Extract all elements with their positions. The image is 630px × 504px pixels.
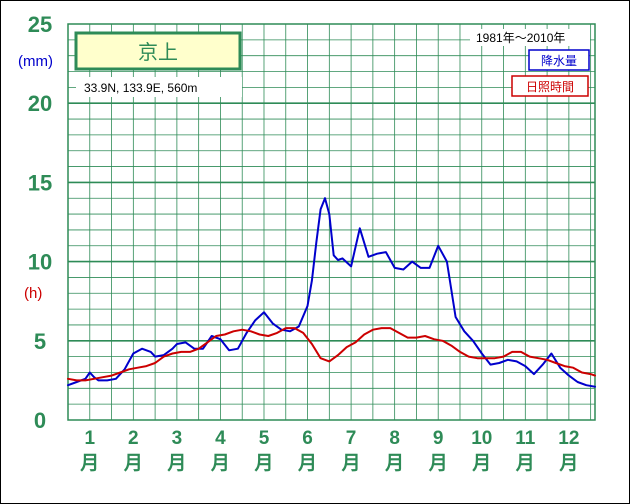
x-tick-month-number: 10 xyxy=(471,428,492,449)
y-tick-labels: 0 5 10 15 20 25 xyxy=(28,12,52,433)
y-tick-label: 10 xyxy=(28,250,52,275)
x-tick-month-suffix: 月 xyxy=(515,453,535,474)
x-tick-month-suffix: 月 xyxy=(384,453,404,474)
x-tick-month-suffix: 月 xyxy=(253,453,273,474)
x-tick-month-number: 7 xyxy=(346,428,357,449)
y-tick-label: 15 xyxy=(28,170,52,195)
x-tick-month-number: 5 xyxy=(259,428,270,449)
y-tick-label: 25 xyxy=(28,12,52,37)
period-label: 1981年〜2010年 xyxy=(476,31,565,45)
location-label: 33.9N, 133.9E, 560m xyxy=(84,81,197,95)
legend-sunshine: 日照時間 xyxy=(526,80,574,94)
series-lines xyxy=(67,197,596,388)
station-name: 京上 xyxy=(138,40,178,64)
x-tick-month-suffix: 月 xyxy=(558,453,578,474)
legend-precip-box xyxy=(528,49,590,71)
y-tick-label: 5 xyxy=(34,329,46,354)
y-unit-h: (h) xyxy=(24,285,42,302)
x-tick-month-number: 12 xyxy=(558,428,579,449)
x-tick-month-suffix: 月 xyxy=(123,453,143,474)
y-unit-mm: (mm) xyxy=(18,53,53,70)
legend-sun-box xyxy=(511,75,589,97)
precipitation-line xyxy=(67,197,596,388)
x-tick-month-number: 4 xyxy=(215,428,226,449)
x-tick-month-number: 1 xyxy=(84,428,95,449)
x-tick-month-number: 9 xyxy=(433,428,444,449)
x-tick-month-number: 6 xyxy=(302,428,313,449)
x-tick-month-number: 2 xyxy=(128,428,139,449)
x-tick-month-suffix: 月 xyxy=(341,453,361,474)
location-box xyxy=(76,77,242,97)
x-tick-month-number: 11 xyxy=(515,428,536,449)
x-tick-month-suffix: 月 xyxy=(471,453,491,474)
x-tick-month-number: 3 xyxy=(172,428,183,449)
grid-lines xyxy=(68,24,595,420)
period-box xyxy=(470,29,590,46)
station-box xyxy=(74,31,242,71)
x-tick-month-suffix: 月 xyxy=(79,453,99,474)
x-tick-month-suffix: 月 xyxy=(428,453,448,474)
sunshine-line xyxy=(67,327,596,382)
legend-precip: 降水量 xyxy=(541,54,577,68)
x-tick-month-suffix: 月 xyxy=(166,453,186,474)
x-tick-month-suffix: 月 xyxy=(210,453,230,474)
x-tick-month-suffix: 月 xyxy=(297,453,317,474)
y-tick-label: 20 xyxy=(28,91,52,116)
x-tick-labels: 1 月 2 月 3 月 4 月 5 月 6 月 7 月 8 月 9 月 10 月 11 月 12 月 xyxy=(79,428,579,474)
y-tick-label: 0 xyxy=(34,408,46,433)
x-tick-month-number: 8 xyxy=(389,428,400,449)
